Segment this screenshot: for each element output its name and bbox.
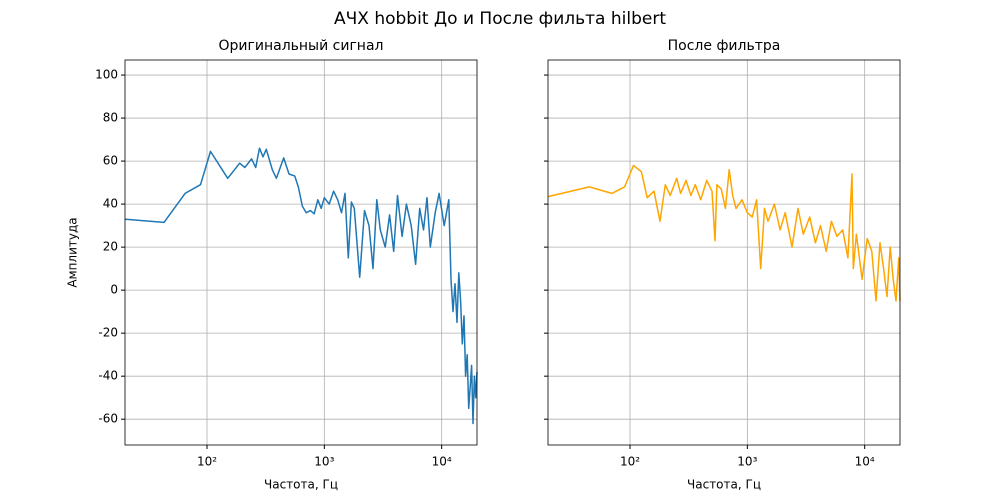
x-tick-label: 10³ [737,455,757,469]
data-line [124,147,478,425]
axes-title: После фильтра [668,38,781,54]
axes-title: Оригинальный сигнал [219,38,384,54]
y-tick-label: 40 [103,197,118,211]
y-tick-label: -20 [98,326,118,340]
x-tick-label: 10² [197,455,217,469]
x-axis-label: Частота, Гц [264,478,338,492]
y-axis-label: Амплитуда [66,217,80,287]
data-line [547,164,901,302]
x-tick-label: 10³ [314,455,334,469]
x-tick-label: 10⁴ [432,455,452,469]
x-tick-label: 10⁴ [855,455,875,469]
y-tick-label: 0 [110,283,118,297]
axes-frame [547,59,901,446]
y-tick-label: 100 [95,68,118,82]
y-tick-label: 60 [103,154,118,168]
figure-title: АЧХ hobbit До и После фильта hilbert [334,9,666,29]
y-tick-label: -40 [98,369,118,383]
axes-frame [124,59,478,446]
y-tick-label: -60 [98,412,118,426]
x-tick-label: 10² [620,455,640,469]
y-tick-label: 20 [103,240,118,254]
y-tick-label: 80 [103,111,118,125]
x-axis-label: Частота, Гц [687,478,761,492]
